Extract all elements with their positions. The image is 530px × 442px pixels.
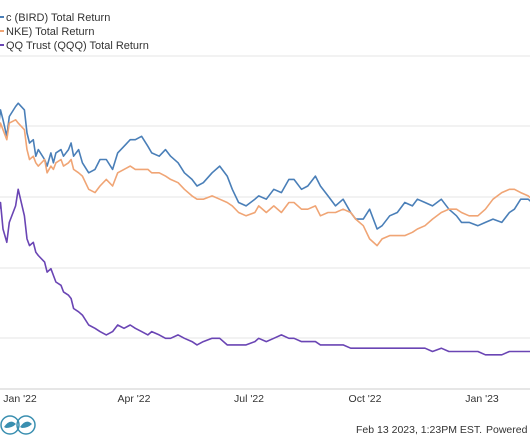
logo-ring-icon	[0, 415, 20, 435]
series-line-bird	[0, 102, 530, 230]
legend-entry-bird: c (BIRD) Total Return	[6, 12, 110, 24]
ycharts-logo	[0, 415, 36, 435]
footer: Feb 13 2023, 1:23PM EST. Powered by	[356, 424, 530, 436]
series-line-qqq	[0, 188, 530, 356]
legend-entry-qqq: QQ Trust (QQQ) Total Return	[6, 40, 149, 52]
footer-timestamp: Feb 13 2023, 1:23PM EST.	[356, 424, 482, 436]
logo-mark-icon	[20, 421, 32, 428]
series-layer	[0, 102, 530, 356]
x-tick-label: Oct '22	[349, 393, 382, 405]
x-tick-label: Jul '22	[234, 393, 264, 405]
x-tick-label: Jan '22	[3, 393, 37, 405]
x-tick-label: Apr '22	[118, 393, 151, 405]
logo-mark-icon	[4, 421, 16, 428]
logo-ring-icon	[16, 415, 36, 435]
series-line-nke	[0, 119, 530, 247]
footer-powered-by: Powered by	[486, 424, 530, 436]
x-tick-label: Jan '23	[465, 393, 499, 405]
grid	[0, 55, 530, 390]
x-axis: Jan '22 Apr '22 Jul '22 Oct '22 Jan '23	[3, 393, 499, 405]
legend: c (BIRD) Total Return NKE) Total Return …	[0, 12, 149, 52]
legend-entry-nke: NKE) Total Return	[6, 26, 94, 38]
